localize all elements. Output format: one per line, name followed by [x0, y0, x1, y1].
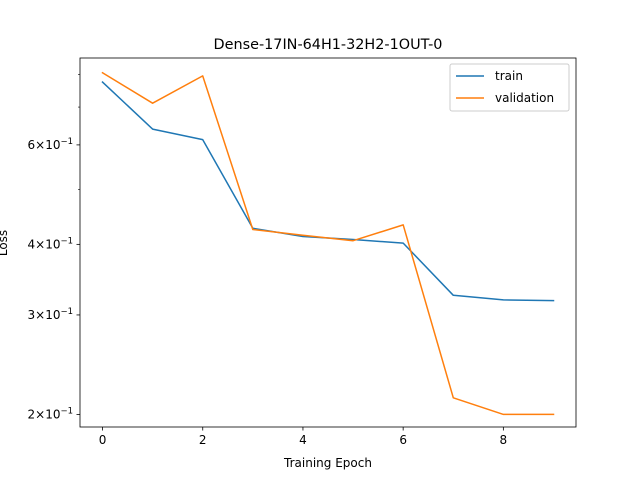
y-tick-label: 6×10−1	[28, 137, 74, 152]
x-tick-label: 0	[99, 433, 107, 447]
x-tick-label: 8	[500, 433, 508, 447]
legend-label-validation: validation	[495, 91, 554, 105]
y-tick-label: 4×10−1	[28, 236, 74, 251]
y-tick-label: 2×10−1	[28, 406, 74, 421]
x-tick-label: 2	[199, 433, 207, 447]
x-axis-ticks: 0 2 4 6 8	[99, 427, 507, 447]
plot-area-frame	[79, 57, 577, 428]
y-axis-ticks: 2×10−1 3×10−1 4×10−1 6×10−1	[28, 74, 80, 421]
x-tick-label: 4	[299, 433, 307, 447]
legend: train validation	[449, 63, 570, 112]
x-tick-label: 6	[399, 433, 407, 447]
y-tick-label: 3×10−1	[28, 307, 74, 322]
y-axis-label: Loss	[0, 230, 10, 256]
x-axis-label: Training Epoch	[283, 456, 372, 470]
series-line-validation	[101, 71, 555, 416]
chart-title: Dense-17IN-64H1-32H2-1OUT-0	[214, 37, 443, 53]
legend-label-train: train	[495, 69, 523, 83]
plot-lines	[101, 71, 555, 416]
